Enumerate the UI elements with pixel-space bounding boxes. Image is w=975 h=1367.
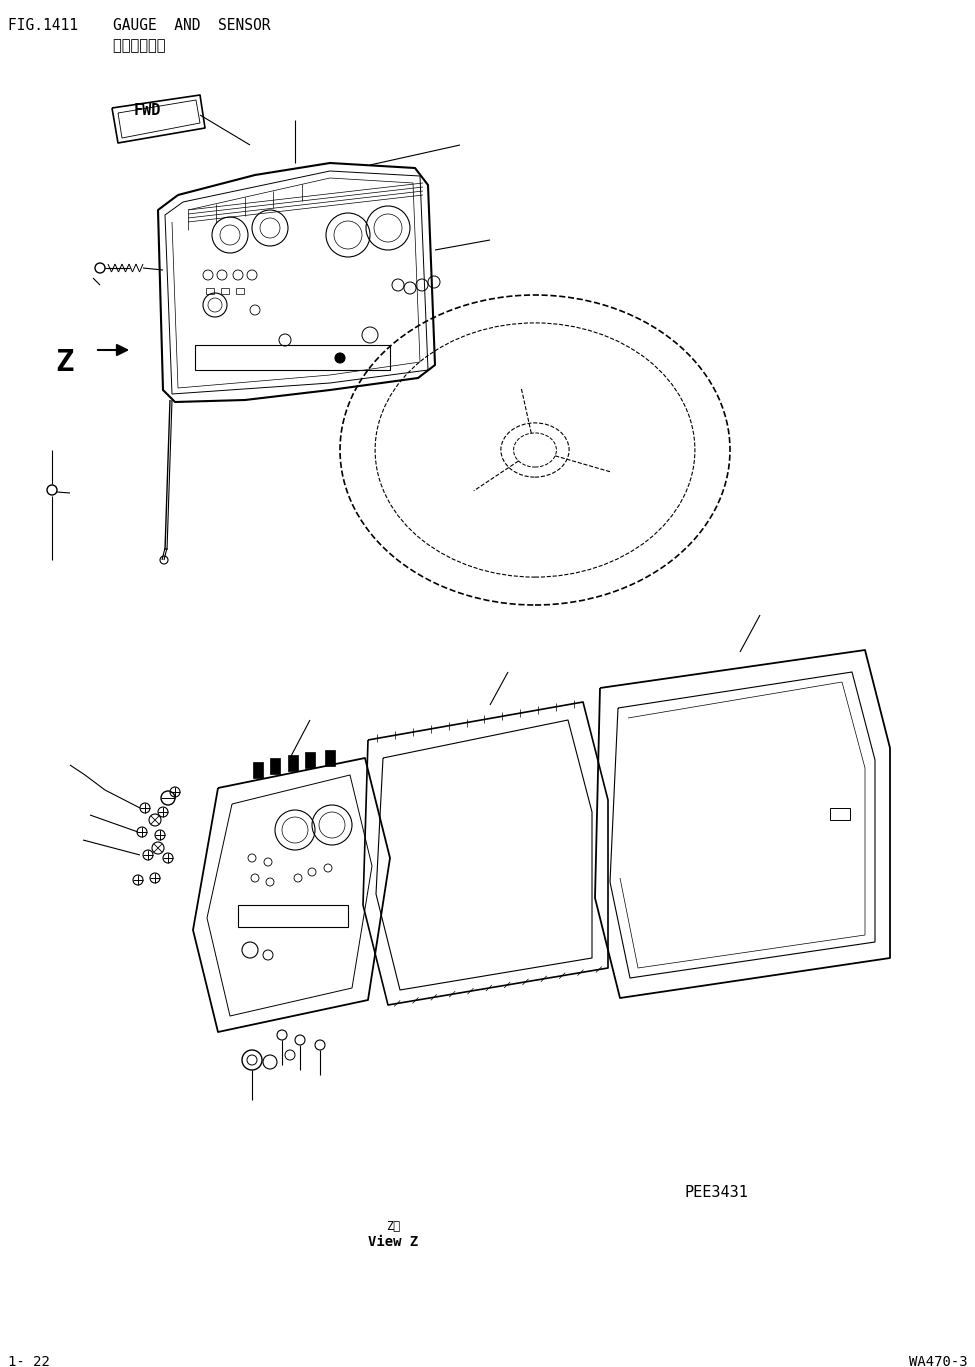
Text: Z视: Z视 xyxy=(386,1219,400,1233)
Bar xyxy=(206,288,214,294)
Bar xyxy=(221,288,229,294)
Bar xyxy=(238,905,348,927)
Bar xyxy=(305,752,315,768)
Text: PEE3431: PEE3431 xyxy=(685,1185,749,1200)
Text: FIG.1411    GAUGE  AND  SENSOR: FIG.1411 GAUGE AND SENSOR xyxy=(8,18,270,33)
Text: FWD: FWD xyxy=(134,103,162,118)
Bar xyxy=(270,757,280,774)
Text: WA470-3: WA470-3 xyxy=(910,1355,968,1367)
Bar xyxy=(288,755,298,771)
Bar xyxy=(253,761,263,778)
Bar xyxy=(830,808,850,820)
Text: 仪表及限位器: 仪表及限位器 xyxy=(8,38,166,53)
Bar xyxy=(236,288,244,294)
Text: Z: Z xyxy=(55,349,73,377)
Bar xyxy=(195,344,390,370)
Text: View Z: View Z xyxy=(368,1234,418,1249)
Bar xyxy=(325,750,335,766)
Circle shape xyxy=(335,353,345,364)
Text: 1- 22: 1- 22 xyxy=(8,1355,50,1367)
